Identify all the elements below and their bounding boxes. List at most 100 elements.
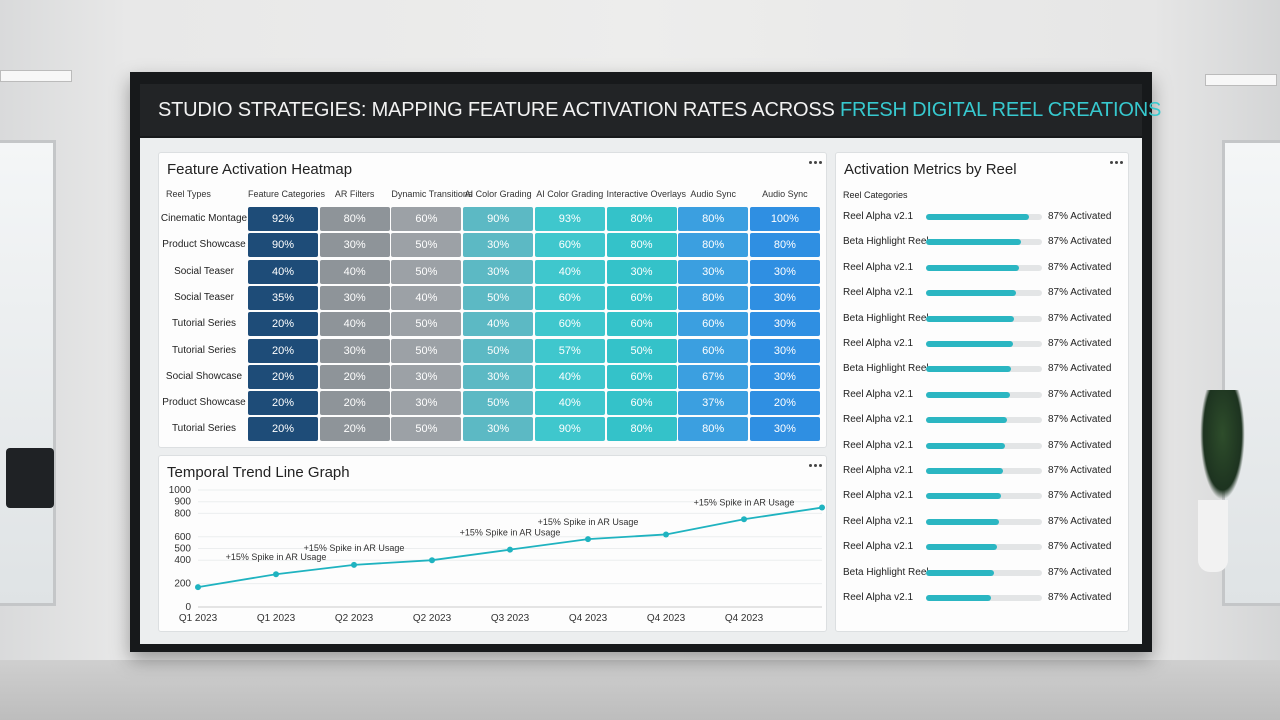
reel-label: Reel Alpha v2.1 <box>843 465 914 476</box>
activation-status: 87% Activated <box>1048 388 1112 400</box>
heatmap-cell: 67% <box>678 364 749 389</box>
activation-status: 87% Activated <box>1048 592 1112 603</box>
window <box>1222 140 1280 606</box>
heatmap-cell: 30% <box>463 259 534 284</box>
heatmap-cell: 20% <box>248 338 318 363</box>
activation-status: 87% Activated <box>1048 414 1112 426</box>
heatmap-cell: 60% <box>678 312 749 337</box>
heatmap-cell: 30% <box>319 285 390 310</box>
heatmap-cell: 50% <box>391 338 462 363</box>
heatmap-cell: 80% <box>606 417 677 442</box>
y-tick-label: 900 <box>174 497 191 508</box>
heatmap-cell: 60% <box>606 391 677 416</box>
heatmap-cell: 100% <box>749 207 820 231</box>
reel-label: Reel Alpha v2.1 <box>843 592 914 603</box>
column-header: AR Filters <box>334 189 375 199</box>
y-tick-label: 200 <box>174 579 191 590</box>
activation-bar <box>926 518 1000 525</box>
heatmap-cell: 57% <box>534 338 605 363</box>
heatmap-cell: 90% <box>534 417 605 442</box>
annotation: +15% Spike in AR Usage <box>538 517 639 527</box>
activation-bar <box>926 493 1002 500</box>
heatmap-cell: 50% <box>463 391 534 416</box>
x-tick-label: Q4 2023 <box>647 613 686 624</box>
annotation: +15% Spike in AR Usage <box>460 528 561 538</box>
x-tick-label: Q1 2023 <box>179 613 218 624</box>
activation-bar <box>926 544 997 551</box>
column-header: Dynamic Transitions <box>391 189 473 199</box>
reel-label: Beta Highlight Reel <box>843 363 929 375</box>
heatmap-cell: 80% <box>606 233 677 258</box>
heatmap-cell: 60% <box>534 233 605 258</box>
heatmap-cell: 50% <box>606 338 677 363</box>
reel-label: Beta Highlight Reel <box>843 566 929 578</box>
data-point <box>663 531 669 538</box>
heatmap-cell: 50% <box>391 259 462 284</box>
activation-bar <box>926 417 1008 424</box>
menu-icon[interactable] <box>1108 161 1123 164</box>
data-point <box>429 557 435 564</box>
y-tick-label: 1000 <box>169 485 192 496</box>
ceiling-lamp <box>1205 74 1277 86</box>
column-header: AI Color Grading <box>536 189 604 199</box>
y-tick-label: 800 <box>174 508 191 519</box>
activation-bar <box>926 239 1022 246</box>
menu-icon[interactable] <box>807 161 822 164</box>
reel-label: Beta Highlight Reel <box>843 312 929 324</box>
reel-label: Beta Highlight Reel <box>843 236 929 248</box>
heatmap-cell: 20% <box>749 391 820 416</box>
reel-label: Reel Alpha v2.1 <box>843 439 914 451</box>
reel-label: Reel Alpha v2.1 <box>843 515 914 527</box>
row-label: Social Teaser <box>174 265 234 277</box>
row-label: Cinematic Montage <box>160 213 248 224</box>
heatmap-cell: 80% <box>749 233 820 258</box>
row-label: Tutorial Series <box>171 344 237 356</box>
heatmap-cell: 30% <box>749 285 820 310</box>
data-point <box>507 546 513 553</box>
menu-icon[interactable] <box>807 464 822 467</box>
activation-status: 87% Activated <box>1048 287 1112 299</box>
heatmap-cell: 50% <box>463 285 534 310</box>
heatmap-cell: 30% <box>749 259 820 284</box>
panel-title: Feature Activation Heatmap <box>167 161 353 178</box>
row-label: Tutorial Series <box>171 318 237 330</box>
heatmap-cell: 50% <box>391 312 462 337</box>
data-point <box>741 516 747 523</box>
heatmap-cell: 60% <box>606 312 677 337</box>
data-point <box>195 584 201 591</box>
activation-status: 87% Activated <box>1048 515 1112 527</box>
heatmap-cell: 90% <box>248 233 318 258</box>
heatmap-cell: 30% <box>749 417 820 442</box>
reel-label: Reel Alpha v2.1 <box>843 261 914 273</box>
heatmap-cell: 60% <box>534 312 605 337</box>
heatmap-cell: 20% <box>319 364 390 389</box>
activation-bar <box>926 468 1003 474</box>
heatmap-cell: 20% <box>248 312 318 337</box>
x-tick-label: Q4 2023 <box>725 613 764 624</box>
heatmap-cell: 40% <box>463 312 534 337</box>
column-header: Audio Sync <box>762 189 808 199</box>
heatmap-cell: 40% <box>319 312 390 337</box>
heatmap-cell: 50% <box>391 233 462 258</box>
heatmap-cell: 30% <box>463 233 534 258</box>
reel-label: Reel Alpha v2.1 <box>843 338 914 349</box>
heatmap-cell: 60% <box>391 207 462 231</box>
x-tick-label: Q2 2023 <box>335 613 374 624</box>
y-tick-label: 400 <box>174 555 191 566</box>
activation-status: 87% Activated <box>1048 236 1112 248</box>
heatmap-cell: 35% <box>248 285 318 310</box>
activation-bar <box>926 214 1030 220</box>
y-tick-label: 0 <box>185 602 191 613</box>
annotation: +15% Spike in AR Usage <box>304 543 405 553</box>
title-bar: STUDIO STRATEGIES: MAPPING FEATURE ACTIV… <box>140 84 1161 136</box>
heatmap-cell: 80% <box>678 207 749 231</box>
reel-label: Reel Alpha v2.1 <box>843 211 914 222</box>
activation-bar <box>926 569 995 576</box>
heatmap-cell: 93% <box>534 207 605 231</box>
activation-status: 87% Activated <box>1048 363 1112 375</box>
chair <box>6 448 54 508</box>
reel-label: Reel Alpha v2.1 <box>843 287 914 299</box>
row-label: Tutorial Series <box>171 423 237 435</box>
heatmap-cell: 60% <box>606 285 677 310</box>
